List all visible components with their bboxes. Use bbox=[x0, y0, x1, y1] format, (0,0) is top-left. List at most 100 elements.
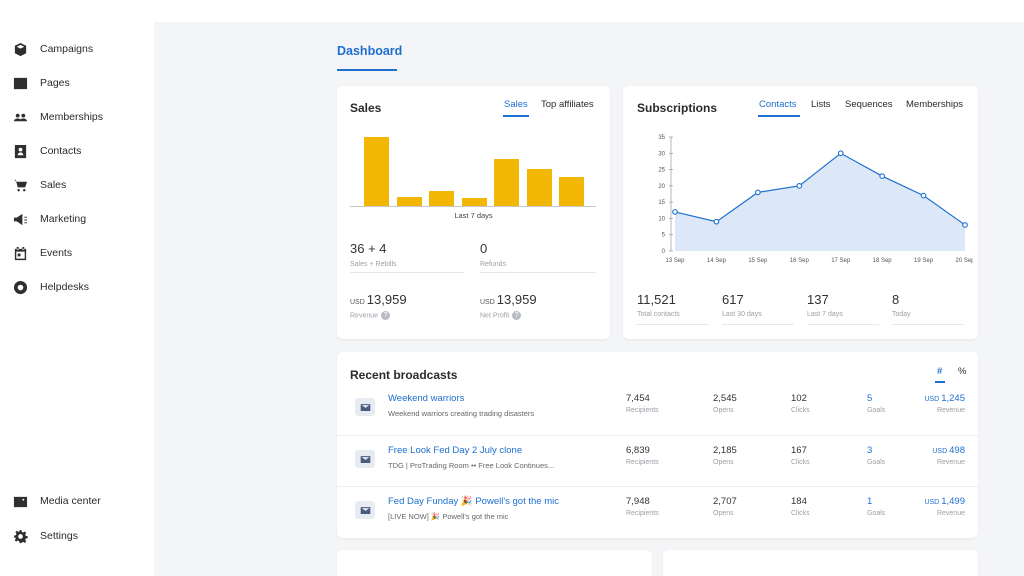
tab-sequences[interactable]: Sequences bbox=[845, 99, 893, 110]
sidebar-item-label: Helpdesks bbox=[40, 281, 90, 293]
revenue-label: Revenue? bbox=[350, 311, 391, 320]
x-tick-label: 14 Sep bbox=[707, 258, 727, 264]
cart-icon bbox=[12, 177, 28, 193]
goals-value[interactable]: 5 bbox=[867, 393, 873, 404]
revenue-value[interactable]: USD 498 bbox=[932, 445, 965, 456]
revenue-number: 13,959 bbox=[366, 292, 407, 307]
sidebar-item-campaigns[interactable]: Campaigns bbox=[0, 34, 154, 64]
sales-bar bbox=[494, 159, 519, 206]
y-tick-label: 10 bbox=[658, 216, 665, 222]
sidebar-item-pages[interactable]: Pages bbox=[0, 68, 154, 98]
sidebar-item-media-center[interactable]: Media center bbox=[0, 486, 154, 516]
revenue-value[interactable]: USD 1,499 bbox=[924, 496, 965, 507]
tab-lists[interactable]: Lists bbox=[811, 99, 831, 110]
y-tick-label: 15 bbox=[658, 200, 665, 206]
currency-label: USD bbox=[924, 499, 940, 506]
revenue-number: 1,499 bbox=[941, 496, 965, 507]
campaigns-icon bbox=[12, 41, 28, 57]
opens-value: 2,707 bbox=[713, 496, 737, 507]
tab-sales[interactable]: Sales bbox=[504, 99, 528, 110]
sidebar-item-marketing[interactable]: Marketing bbox=[0, 204, 154, 234]
sidebar-item-memberships[interactable]: Memberships bbox=[0, 102, 154, 132]
x-tick-label: 18 Sep bbox=[873, 258, 893, 264]
sales-card: Sales Sales Top affiliates Last 7 days 3… bbox=[337, 86, 610, 339]
sidebar-item-label: Contacts bbox=[40, 145, 82, 157]
sidebar-item-settings[interactable]: Settings bbox=[0, 521, 154, 551]
pages-icon bbox=[12, 75, 28, 91]
tab-top-affiliates[interactable]: Top affiliates bbox=[541, 99, 594, 110]
divider bbox=[722, 324, 794, 325]
subscriptions-card: Subscriptions Contacts Lists Sequences M… bbox=[623, 86, 978, 339]
refunds-value: 0 bbox=[480, 241, 488, 256]
sales-count: 36 + 4 bbox=[350, 241, 387, 256]
last-7-days-label: Last 7 days bbox=[807, 311, 843, 318]
y-tick-label: 20 bbox=[658, 184, 665, 190]
broadcast-row[interactable]: Fed Day Funday 🎉 Powell's got the mic [LI… bbox=[337, 486, 978, 537]
y-tick-label: 25 bbox=[658, 168, 665, 174]
total-contacts-value: 11,521 bbox=[637, 292, 676, 307]
bottom-card-right bbox=[663, 550, 978, 576]
toggle-percent[interactable]: % bbox=[958, 366, 967, 377]
broadcast-title-link[interactable]: Free Look Fed Day 2 July clone bbox=[388, 445, 523, 456]
data-point bbox=[837, 150, 844, 157]
sidebar-item-contacts[interactable]: Contacts bbox=[0, 136, 154, 166]
sidebar: Campaigns Pages Memberships Contacts Sal… bbox=[0, 0, 154, 576]
sales-bar bbox=[364, 137, 389, 206]
net-profit-value: USD 13,959 bbox=[480, 292, 537, 307]
sales-bar bbox=[559, 177, 584, 206]
y-tick-label: 30 bbox=[658, 151, 665, 157]
broadcast-subtitle: TDG | ProTrading Room •• Free Look Conti… bbox=[388, 461, 555, 470]
data-point bbox=[879, 173, 885, 179]
net-profit-number: 13,959 bbox=[496, 292, 537, 307]
page-title[interactable]: Dashboard bbox=[337, 44, 403, 58]
broadcast-title-link[interactable]: Weekend warriors bbox=[388, 393, 465, 404]
opens-label: Opens bbox=[713, 459, 734, 466]
revenue-number: 498 bbox=[949, 445, 965, 456]
net-profit-label: Net Profit? bbox=[480, 311, 522, 320]
subscriptions-title: Subscriptions bbox=[637, 101, 718, 115]
help-icon[interactable]: ? bbox=[512, 311, 522, 320]
sidebar-item-label: Marketing bbox=[40, 213, 87, 225]
sidebar-item-label: Sales bbox=[40, 179, 67, 191]
data-point bbox=[713, 218, 720, 225]
broadcast-row[interactable]: Free Look Fed Day 2 July clone TDG | ProT… bbox=[337, 435, 978, 486]
sales-bar bbox=[396, 197, 422, 206]
clicks-label: Clicks bbox=[791, 459, 810, 466]
x-tick-label: 19 Sep bbox=[914, 258, 934, 264]
sidebar-item-events[interactable]: Events bbox=[0, 238, 154, 268]
sidebar-item-sales[interactable]: Sales bbox=[0, 170, 154, 200]
sales-bar bbox=[461, 198, 487, 206]
broadcast-row[interactable]: Weekend warriors Weekend warriors creatin… bbox=[337, 384, 978, 435]
top-bar bbox=[0, 0, 1024, 22]
y-tick-label: 5 bbox=[662, 233, 666, 239]
sidebar-item-label: Memberships bbox=[40, 111, 104, 123]
mail-icon bbox=[355, 398, 375, 416]
y-tick-label: 35 bbox=[658, 135, 665, 141]
tab-memberships[interactable]: Memberships bbox=[906, 99, 964, 110]
y-tick-label: 0 bbox=[662, 249, 666, 255]
recipients-value: 6,839 bbox=[626, 445, 650, 456]
sales-count-label: Sales + Rebills bbox=[350, 261, 397, 268]
last-7-days-value: 137 bbox=[807, 292, 829, 307]
help-icon[interactable]: ? bbox=[381, 311, 391, 320]
opens-label: Opens bbox=[713, 510, 734, 517]
goals-value[interactable]: 1 bbox=[867, 496, 873, 507]
toggle-count[interactable]: # bbox=[937, 366, 943, 377]
sidebar-item-helpdesks[interactable]: Helpdesks bbox=[0, 272, 154, 302]
currency-label: USD bbox=[350, 299, 365, 306]
goals-value[interactable]: 3 bbox=[867, 445, 873, 456]
recent-broadcasts-title: Recent broadcasts bbox=[350, 368, 458, 382]
clicks-label: Clicks bbox=[791, 510, 810, 517]
broadcast-title-link[interactable]: Fed Day Funday 🎉 Powell's got the mic bbox=[388, 496, 559, 507]
bottom-card-left bbox=[337, 550, 652, 576]
revenue-value[interactable]: USD 1,245 bbox=[924, 393, 965, 404]
divider bbox=[637, 324, 709, 325]
tab-contacts[interactable]: Contacts bbox=[759, 99, 797, 110]
broadcast-subtitle: [LIVE NOW] 🎉 Powell's got the mic bbox=[388, 512, 509, 521]
currency-label: USD bbox=[924, 396, 940, 403]
data-point bbox=[755, 189, 761, 196]
calendar-icon bbox=[12, 245, 28, 261]
series-line bbox=[674, 152, 966, 226]
divider bbox=[480, 272, 596, 273]
recipients-label: Recipients bbox=[626, 459, 659, 466]
